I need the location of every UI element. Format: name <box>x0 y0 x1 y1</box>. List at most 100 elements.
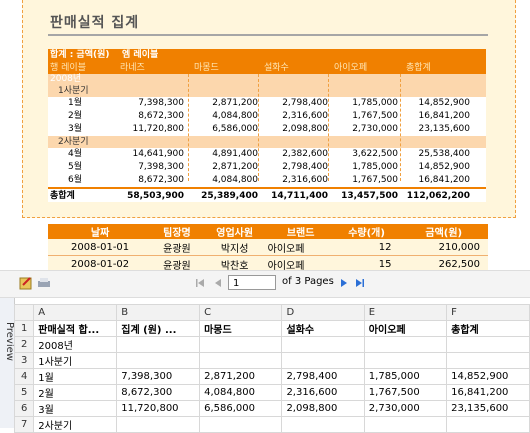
list-cell: 12 <box>333 239 400 256</box>
next-page-icon[interactable] <box>338 275 350 291</box>
list-column-header: 날짜 <box>48 224 153 239</box>
sheet-cell[interactable] <box>281 352 365 369</box>
sheet-cell[interactable] <box>116 416 201 433</box>
pivot-total-cell: 13,457,500 <box>341 191 398 201</box>
row-header[interactable]: 2 <box>13 336 35 353</box>
sheet-cell[interactable]: 2,098,800 <box>281 400 365 417</box>
export-icon[interactable] <box>18 275 34 291</box>
sheet-cell[interactable]: 7,398,300 <box>116 368 201 385</box>
pivot-total-cell: 14,711,400 <box>271 191 328 201</box>
sheet-cell[interactable]: 1,785,000 <box>363 368 448 385</box>
pivot-column-header: 라네즈 <box>120 63 145 73</box>
sheet-cell[interactable]: 2,798,400 <box>281 368 365 385</box>
column-header[interactable]: A <box>33 304 118 321</box>
sheet-cell[interactable]: 2,730,000 <box>363 400 448 417</box>
first-page-icon[interactable] <box>194 275 206 291</box>
pivot-column-header-row: 행 레이블 라네즈 마몽드 설화수 아이오페 총합계 <box>48 62 486 74</box>
pivot-column-label: 엠 레이블 <box>122 50 159 60</box>
sheet-cell[interactable] <box>446 416 530 433</box>
row-header[interactable]: 5 <box>13 384 35 401</box>
sheet-cell[interactable] <box>363 336 448 353</box>
pivot-month-label: 1월 <box>68 98 83 108</box>
sheet-cell[interactable]: 1,767,500 <box>363 384 448 401</box>
sheet-cell[interactable]: 1월 <box>33 368 118 385</box>
pivot-column-divider <box>258 74 259 181</box>
sheet-cell[interactable]: 11,720,800 <box>116 400 201 417</box>
pivot-value-cell: 11,720,800 <box>132 124 184 134</box>
sheet-cell[interactable]: 2,871,200 <box>199 368 283 385</box>
sheet-cell[interactable] <box>281 336 365 353</box>
list-cell: 박지성 <box>201 239 268 256</box>
pivot-column-header: 총합계 <box>406 63 431 73</box>
sheet-cell[interactable]: 아이오페 <box>363 320 448 337</box>
sheet-cell[interactable]: 2월 <box>33 384 118 401</box>
sheet-cell[interactable]: 판매실적 합... <box>33 320 118 337</box>
sheet-cell[interactable] <box>199 352 283 369</box>
pivot-data-row: 6월 8,672,300 4,084,800 2,316,600 1,767,500 16… <box>48 174 486 187</box>
pivot-value-cell: 4,891,400 <box>212 149 258 159</box>
preview-tab[interactable]: Preview <box>0 298 15 428</box>
pivot-value-cell: 2,382,600 <box>282 149 328 159</box>
sheet-cell[interactable]: 마몽드 <box>199 320 283 337</box>
pivot-header-row: 합계 : 금액(원) 엠 레이블 <box>48 49 486 62</box>
last-page-icon[interactable] <box>354 275 366 291</box>
column-header[interactable]: F <box>446 304 530 321</box>
sheet-cell[interactable]: 집계 (원) ... <box>116 320 201 337</box>
print-icon[interactable] <box>36 275 52 291</box>
pivot-value-cell: 23,135,600 <box>418 124 470 134</box>
row-header[interactable]: 3 <box>13 352 35 369</box>
sheet-cell[interactable]: 설화수 <box>281 320 365 337</box>
pivot-quarter-row: 1사분기 <box>48 85 486 97</box>
column-header[interactable]: B <box>116 304 201 321</box>
sheet-cell[interactable]: 14,852,900 <box>446 368 530 385</box>
sheet-cell[interactable]: 1사분기 <box>33 352 118 369</box>
sheet-cell[interactable] <box>116 352 201 369</box>
list-column-header: 팀장명 <box>152 224 202 239</box>
grid-corner[interactable] <box>13 304 35 321</box>
row-header[interactable]: 1 <box>13 320 35 337</box>
prev-page-icon[interactable] <box>212 275 224 291</box>
column-header[interactable]: E <box>363 304 448 321</box>
sheet-cell[interactable] <box>281 416 365 433</box>
pivot-value-cell: 16,841,200 <box>418 111 470 121</box>
pivot-value-cell: 2,871,200 <box>212 162 258 172</box>
pivot-value-cell: 1,767,500 <box>352 175 398 185</box>
list-header-row: 날짜 팀장명 영업사원 브랜드 수량(개) 금액(원) <box>48 224 488 239</box>
sheet-cell[interactable] <box>116 336 201 353</box>
detail-list-table: 날짜 팀장명 영업사원 브랜드 수량(개) 금액(원) 2008-01-01 윤광원 박지성 아… <box>48 224 488 273</box>
sheet-cell[interactable]: 2008년 <box>33 336 118 353</box>
pivot-value-cell: 25,538,400 <box>418 149 470 159</box>
sheet-row: 6 3월 11,720,800 6,586,000 2,098,800 2,730,000… <box>13 400 530 417</box>
sheet-cell[interactable]: 4,084,800 <box>199 384 283 401</box>
sheet-cell[interactable]: 총합계 <box>446 320 530 337</box>
sheet-cell[interactable]: 23,135,600 <box>446 400 530 417</box>
column-header[interactable]: D <box>281 304 365 321</box>
row-header[interactable]: 7 <box>13 416 35 433</box>
column-header[interactable]: C <box>199 304 283 321</box>
sheet-cell[interactable] <box>199 416 283 433</box>
sheet-cell[interactable]: 3월 <box>33 400 118 417</box>
row-header[interactable]: 4 <box>13 368 35 385</box>
sheet-cell[interactable] <box>446 352 530 369</box>
sheet-cell[interactable]: 16,841,200 <box>446 384 530 401</box>
pivot-value-cell: 8,672,300 <box>138 175 184 185</box>
list-cell: 262,500 <box>399 255 488 273</box>
pivot-data-row: 2월 8,672,300 4,084,800 2,316,600 1,767,500 16… <box>48 110 486 123</box>
report-title: 판매실적 집계 <box>50 15 140 31</box>
sheet-cell[interactable]: 6,586,000 <box>199 400 283 417</box>
pivot-value-cell: 2,098,800 <box>282 124 328 134</box>
sheet-cell[interactable] <box>363 416 448 433</box>
row-header[interactable]: 6 <box>13 400 35 417</box>
sheet-cell[interactable] <box>199 336 283 353</box>
sheet-cell[interactable]: 8,672,300 <box>116 384 201 401</box>
sheet-row: 2 2008년 <box>13 336 530 353</box>
sheet-cell[interactable]: 2,316,600 <box>281 384 365 401</box>
sheet-cell[interactable] <box>363 352 448 369</box>
page-number-input[interactable]: 1 <box>228 275 276 290</box>
pivot-value-label: 합계 : 금액(원) <box>50 50 110 60</box>
pivot-value-cell: 1,767,500 <box>352 111 398 121</box>
sheet-cell[interactable] <box>446 336 530 353</box>
sheet-cell[interactable]: 2사분기 <box>33 416 118 433</box>
pivot-year-row: 2008년 <box>48 74 486 85</box>
